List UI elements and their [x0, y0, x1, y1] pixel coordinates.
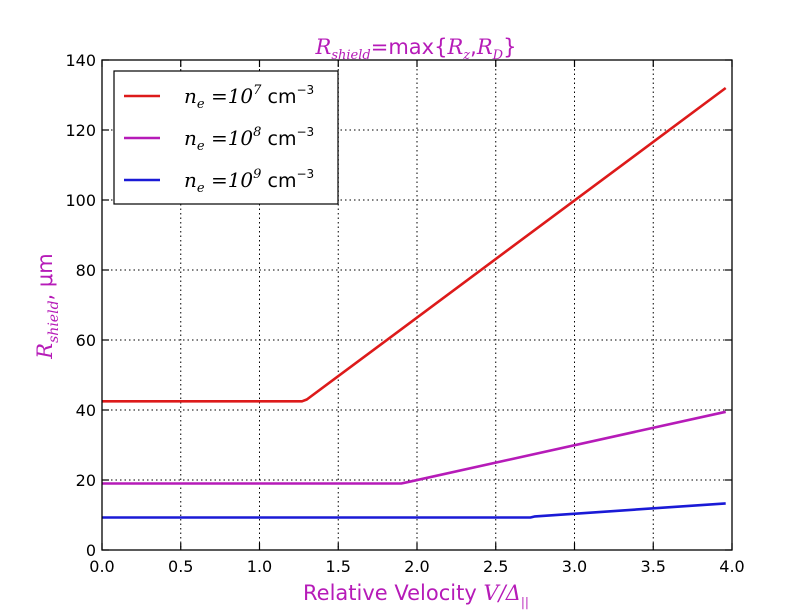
x-tick-labels: 0.0 0.5 1.0 1.5 2.0 2.5 3.0 3.5 4.0 [89, 557, 744, 576]
x-tick-label: 2.0 [404, 557, 429, 576]
series-line-3 [102, 502, 726, 519]
x-tick-label: 1.5 [326, 557, 351, 576]
y-axis-title: Rshield, μm [33, 253, 62, 359]
y-tick-labels: 0 20 40 60 80 100 120 140 [65, 51, 96, 560]
y-tick-label: 100 [65, 191, 96, 210]
y-tick-label: 20 [76, 471, 96, 490]
y-tick-label: 140 [65, 51, 96, 70]
legend-label-2: ne =108 cm−3 [184, 125, 314, 154]
y-tick-label: 120 [65, 121, 96, 140]
ticks [101, 59, 733, 551]
legend-label-1: ne =107 cm−3 [184, 83, 314, 112]
legend-label-3: ne =109 cm−3 [184, 167, 314, 196]
x-tick-label: 1.0 [247, 557, 272, 576]
x-tick-label: 3.0 [562, 557, 587, 576]
series-line-1 [102, 86, 727, 403]
x-tick-label: 4.0 [719, 557, 744, 576]
x-tick-label: 0.5 [168, 557, 193, 576]
y-tick-label: 60 [76, 331, 96, 350]
x-tick-label: 0.0 [89, 557, 114, 576]
legend: ne =107 cm−3 ne =108 cm−3 ne =109 cm−3 [113, 70, 339, 205]
series-group [102, 86, 727, 519]
x-axis-title: Relative Velocity V/Δ|| [303, 581, 529, 609]
series-line-2 [102, 410, 726, 485]
chart-title: Rshield=max{Rz,RD} [315, 35, 517, 63]
y-tick-label: 80 [76, 261, 96, 280]
y-tick-label: 40 [76, 401, 96, 420]
y-tick-label: 0 [86, 541, 96, 560]
x-tick-label: 3.5 [641, 557, 666, 576]
x-tick-label: 2.5 [483, 557, 508, 576]
